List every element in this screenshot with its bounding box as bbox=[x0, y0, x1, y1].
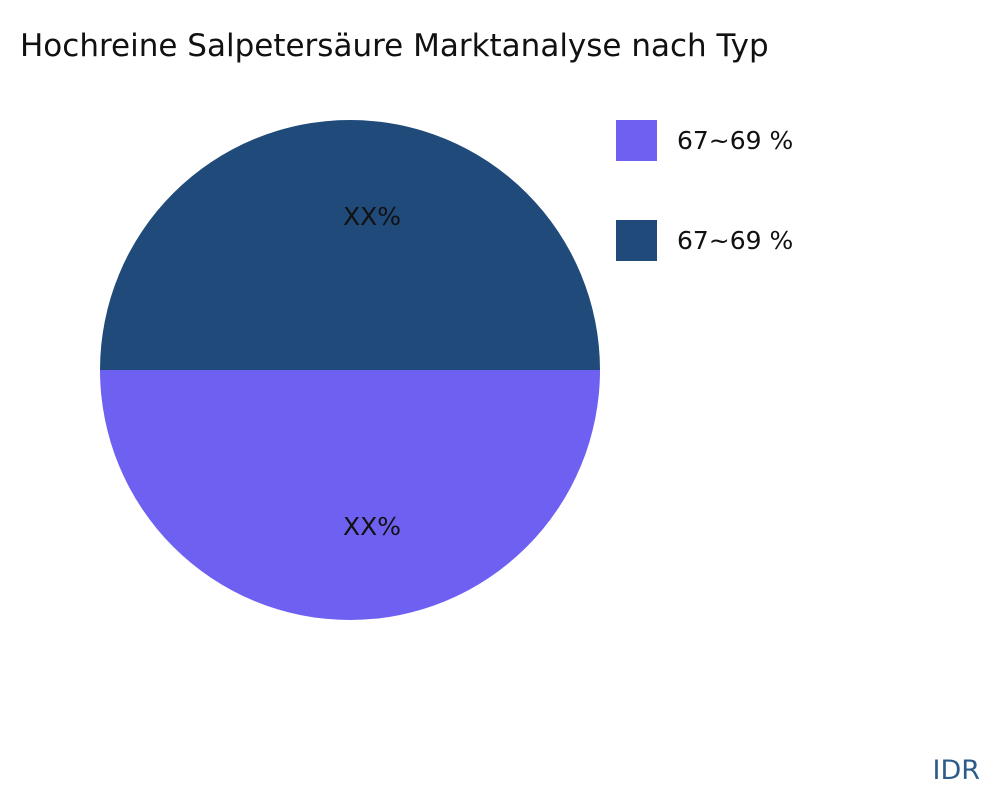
pie-slice bbox=[100, 370, 600, 620]
legend-swatch bbox=[616, 120, 657, 161]
brand-logo: IDR bbox=[932, 755, 980, 786]
slice-label: XX% bbox=[343, 202, 401, 231]
chart-title: Hochreine Salpetersäure Marktanalyse nac… bbox=[20, 28, 769, 64]
legend-swatch bbox=[616, 220, 657, 261]
legend-item[interactable]: 67~69 % bbox=[616, 120, 793, 161]
legend-item[interactable]: 67~69 % bbox=[616, 220, 793, 261]
legend-label: 67~69 % bbox=[677, 126, 794, 155]
slice-label: XX% bbox=[343, 512, 401, 541]
legend-label: 67~69 % bbox=[677, 226, 794, 255]
pie-slice bbox=[100, 120, 600, 370]
